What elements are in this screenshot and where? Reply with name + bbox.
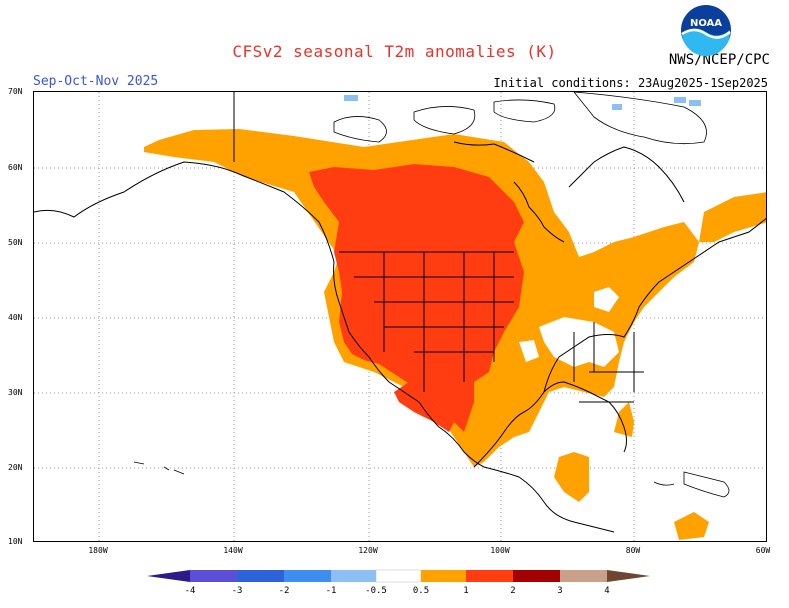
- season-label: Sep-Oct-Nov 2025: [33, 74, 159, 89]
- anomaly-region-red: [309, 164, 524, 432]
- legend-tick: -0.5: [365, 586, 387, 596]
- legend-swatch-05-1: [421, 570, 466, 582]
- legend-tick: 3: [557, 586, 563, 596]
- anomaly-region-light-blue: [344, 95, 701, 110]
- arctic-islands: [133, 92, 730, 498]
- lat-label-10n: 10N: [8, 537, 23, 546]
- legend-swatch-3-2: [237, 570, 284, 582]
- initial-conditions-label: Initial conditions: 23Aug2025-1Sep2025: [493, 76, 768, 90]
- legend-tick: 2: [510, 586, 516, 596]
- legend-swatch-lt-4: [147, 570, 190, 582]
- legend-swatch-1-05: [331, 570, 376, 582]
- lat-label-20n: 20N: [8, 463, 23, 472]
- chart-title: CFSv2 seasonal T2m anomalies (K): [232, 42, 557, 61]
- legend-tick: -1: [325, 586, 337, 596]
- legend-swatch-neutral: [375, 569, 422, 583]
- legend-tick: 1: [463, 586, 469, 596]
- anomaly-map: [33, 91, 767, 542]
- legend-tick: -3: [231, 586, 243, 596]
- lat-label-70n: 70N: [8, 87, 23, 96]
- coastlines: [34, 92, 766, 533]
- noaa-logo: NOAA: [681, 5, 731, 56]
- legend-swatch-gt-4: [607, 570, 650, 582]
- color-legend: [147, 569, 650, 583]
- legend-swatch-3-4: [560, 570, 607, 582]
- lat-label-50n: 50N: [8, 238, 23, 247]
- lon-label-60w: 60W: [755, 546, 771, 555]
- lat-label-60n: 60N: [8, 163, 23, 172]
- neutral-pockets: [519, 287, 619, 367]
- legend-swatch-2-3: [513, 570, 560, 582]
- logo-text: NOAA: [690, 18, 722, 29]
- map-canvas: [34, 92, 766, 541]
- agency-label: NWS/NCEP/CPC: [668, 52, 770, 68]
- legend-swatch-2-1: [284, 570, 331, 582]
- legend-tick: 4: [604, 586, 610, 596]
- lat-label-30n: 30N: [8, 388, 23, 397]
- lat-label-40n: 40N: [8, 313, 23, 322]
- lon-label-80w: 80W: [625, 546, 641, 555]
- lon-label-180w: 180W: [88, 546, 108, 555]
- legend-tick: -4: [184, 586, 196, 596]
- legend-swatch-1-2: [466, 570, 513, 582]
- legend-tick: -2: [278, 586, 290, 596]
- legend-swatch-4-3: [190, 570, 237, 582]
- lon-label-120w: 120W: [358, 546, 378, 555]
- lon-label-140w: 140W: [223, 546, 243, 555]
- legend-tick: 0.5: [412, 586, 430, 596]
- logo-wave: [682, 28, 731, 56]
- lon-label-100w: 100W: [490, 546, 510, 555]
